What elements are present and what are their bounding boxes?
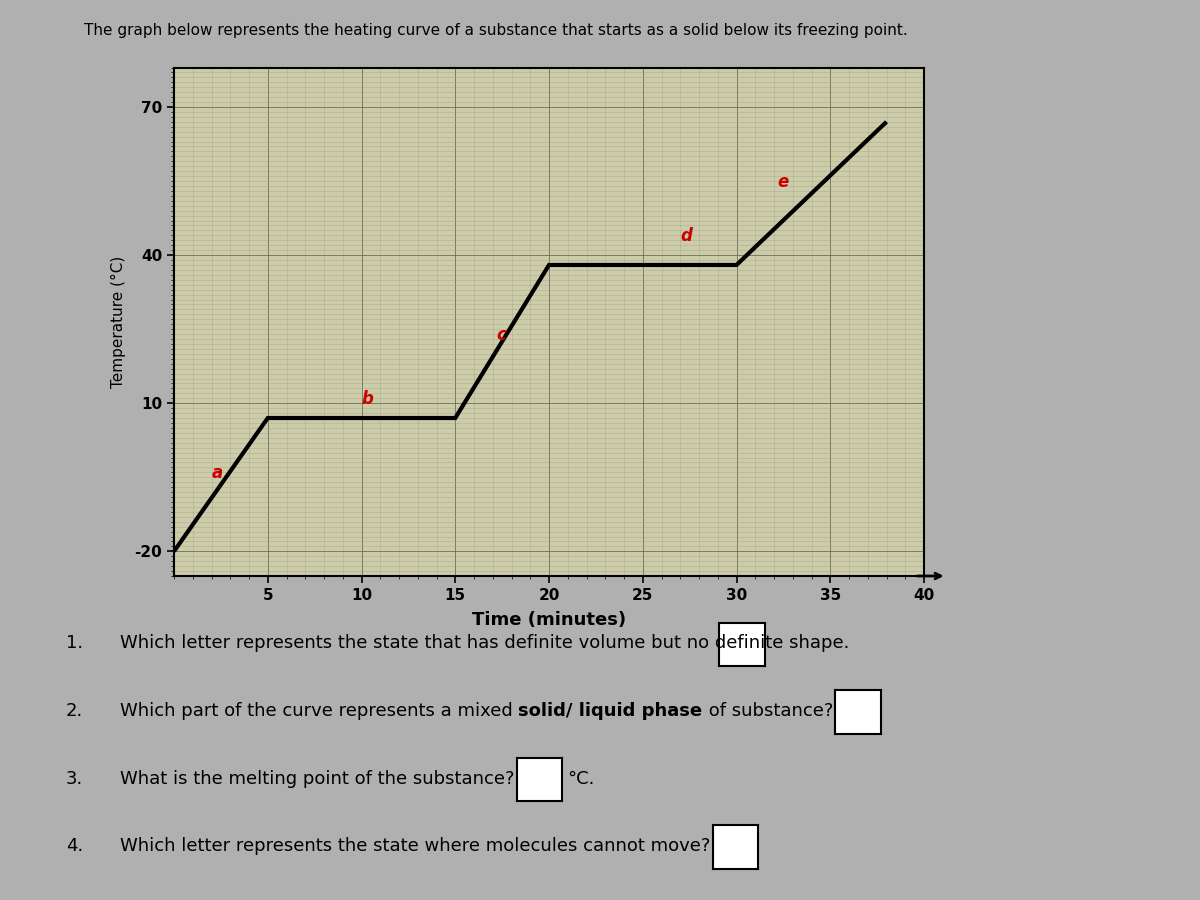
Y-axis label: Temperature (°C): Temperature (°C) xyxy=(112,256,126,388)
Text: 4.: 4. xyxy=(66,837,83,855)
Text: °C.: °C. xyxy=(568,770,595,788)
Text: 1.: 1. xyxy=(66,634,83,652)
Text: e: e xyxy=(778,173,790,191)
Text: a: a xyxy=(211,464,223,482)
X-axis label: Time (minutes): Time (minutes) xyxy=(472,611,626,629)
Text: Which letter represents the state where molecules cannot move?: Which letter represents the state where … xyxy=(120,837,710,855)
Text: c: c xyxy=(497,326,506,344)
Text: 3.: 3. xyxy=(66,770,83,788)
Text: 2.: 2. xyxy=(66,702,83,720)
Text: solid/ liquid phase: solid/ liquid phase xyxy=(518,702,703,720)
Text: of substance?: of substance? xyxy=(703,702,833,720)
Text: What is the melting point of the substance?: What is the melting point of the substan… xyxy=(120,770,515,788)
Text: The graph below represents the heating curve of a substance that starts as a sol: The graph below represents the heating c… xyxy=(84,22,907,38)
Text: Which part of the curve represents a mixed: Which part of the curve represents a mix… xyxy=(120,702,518,720)
Text: d: d xyxy=(680,227,692,245)
Text: Which letter represents the state that has definite volume but no definite shape: Which letter represents the state that h… xyxy=(120,634,850,652)
Text: b: b xyxy=(361,390,373,408)
